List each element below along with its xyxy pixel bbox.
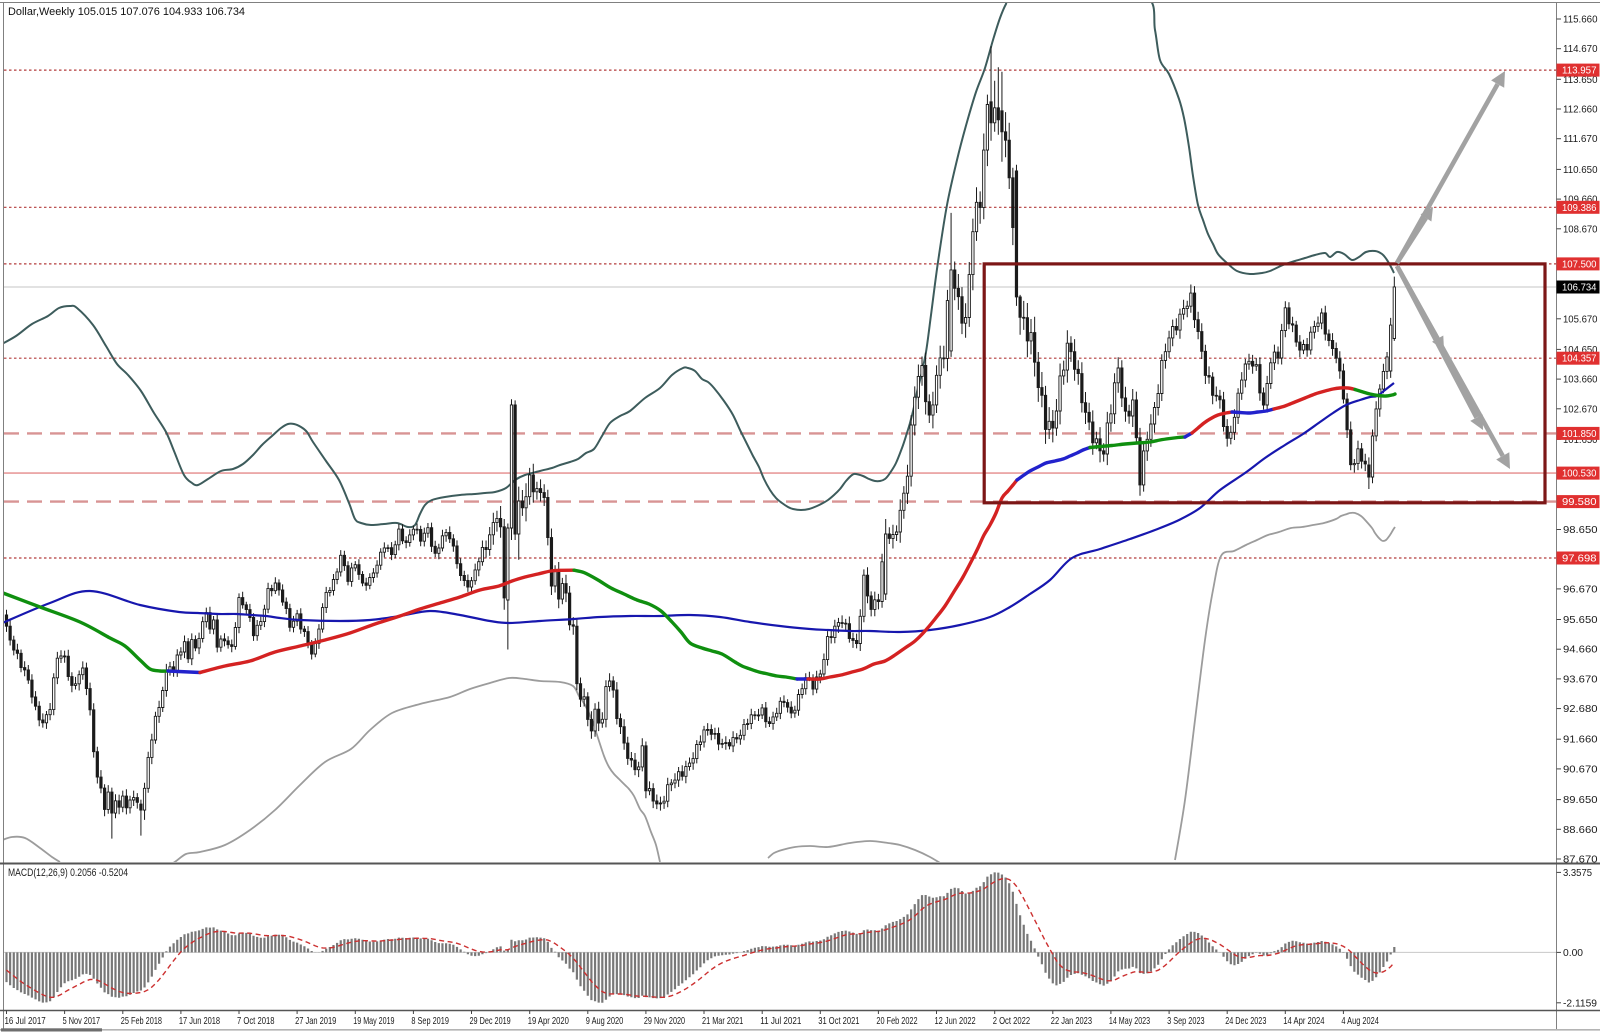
svg-text:27 Jan 2019: 27 Jan 2019 bbox=[295, 1015, 336, 1027]
svg-text:21 Mar 2021: 21 Mar 2021 bbox=[702, 1015, 743, 1027]
svg-text:-2.1159: -2.1159 bbox=[1563, 997, 1597, 1009]
svg-text:19 Apr 2020: 19 Apr 2020 bbox=[528, 1015, 569, 1027]
svg-text:102.670: 102.670 bbox=[1563, 403, 1598, 415]
svg-text:114.670: 114.670 bbox=[1563, 43, 1598, 55]
svg-text:8 Sep 2019: 8 Sep 2019 bbox=[411, 1015, 449, 1027]
svg-text:105.670: 105.670 bbox=[1563, 313, 1598, 325]
svg-text:12 Jun 2022: 12 Jun 2022 bbox=[935, 1015, 976, 1027]
svg-text:96.670: 96.670 bbox=[1563, 583, 1598, 595]
svg-text:29 Dec 2019: 29 Dec 2019 bbox=[470, 1015, 511, 1027]
svg-text:22 Jan 2023: 22 Jan 2023 bbox=[1051, 1015, 1092, 1027]
svg-text:94.660: 94.660 bbox=[1563, 644, 1598, 656]
svg-text:103.660: 103.660 bbox=[1563, 374, 1598, 386]
svg-text:87.670: 87.670 bbox=[1563, 854, 1598, 866]
svg-text:MACD(12,26,9) 0.2056 -0.5204: MACD(12,26,9) 0.2056 -0.5204 bbox=[8, 867, 128, 879]
svg-text:106.734: 106.734 bbox=[1562, 282, 1597, 294]
svg-text:100.530: 100.530 bbox=[1562, 468, 1597, 480]
svg-text:4 Aug 2024: 4 Aug 2024 bbox=[1341, 1015, 1379, 1027]
svg-text:17 Jun 2018: 17 Jun 2018 bbox=[179, 1015, 220, 1027]
svg-text:92.680: 92.680 bbox=[1563, 703, 1598, 715]
svg-text:9 Aug 2020: 9 Aug 2020 bbox=[586, 1015, 624, 1027]
svg-text:110.650: 110.650 bbox=[1563, 164, 1598, 176]
svg-text:24 Dec 2023: 24 Dec 2023 bbox=[1225, 1015, 1266, 1027]
svg-text:91.660: 91.660 bbox=[1563, 734, 1598, 746]
svg-text:2 Oct 2022: 2 Oct 2022 bbox=[993, 1015, 1031, 1027]
svg-text:104.357: 104.357 bbox=[1562, 353, 1597, 365]
svg-text:11 Jul 2021: 11 Jul 2021 bbox=[760, 1015, 801, 1027]
svg-text:7 Oct 2018: 7 Oct 2018 bbox=[237, 1015, 275, 1027]
svg-text:3.3575: 3.3575 bbox=[1563, 867, 1592, 879]
svg-text:20 Feb 2022: 20 Feb 2022 bbox=[876, 1015, 917, 1027]
svg-text:16 Jul 2017: 16 Jul 2017 bbox=[5, 1015, 46, 1027]
svg-text:19 May 2019: 19 May 2019 bbox=[353, 1015, 394, 1027]
svg-text:113.650: 113.650 bbox=[1563, 74, 1598, 86]
svg-text:5 Nov 2017: 5 Nov 2017 bbox=[63, 1015, 101, 1027]
svg-text:107.500: 107.500 bbox=[1562, 258, 1597, 270]
svg-text:98.650: 98.650 bbox=[1563, 524, 1598, 536]
svg-text:29 Nov 2020: 29 Nov 2020 bbox=[644, 1015, 685, 1027]
svg-text:25 Feb 2018: 25 Feb 2018 bbox=[121, 1015, 162, 1027]
svg-text:97.698: 97.698 bbox=[1562, 553, 1597, 565]
svg-text:90.670: 90.670 bbox=[1563, 763, 1598, 775]
svg-text:3 Sep 2023: 3 Sep 2023 bbox=[1167, 1015, 1205, 1027]
svg-text:95.650: 95.650 bbox=[1563, 614, 1598, 626]
svg-text:111.670: 111.670 bbox=[1563, 133, 1598, 145]
svg-text:93.670: 93.670 bbox=[1563, 673, 1598, 685]
svg-text:101.850: 101.850 bbox=[1562, 428, 1597, 440]
svg-text:Dollar,Weekly 105.015 107.076: Dollar,Weekly 105.015 107.076 104.933 10… bbox=[8, 6, 245, 18]
svg-text:0.00: 0.00 bbox=[1563, 947, 1583, 959]
svg-text:108.670: 108.670 bbox=[1563, 223, 1598, 235]
svg-text:14 Apr 2024: 14 Apr 2024 bbox=[1283, 1015, 1324, 1027]
svg-text:109.386: 109.386 bbox=[1562, 202, 1597, 214]
svg-text:115.660: 115.660 bbox=[1563, 14, 1598, 26]
svg-text:89.650: 89.650 bbox=[1563, 794, 1598, 806]
svg-text:31 Oct 2021: 31 Oct 2021 bbox=[818, 1015, 859, 1027]
svg-text:88.660: 88.660 bbox=[1563, 824, 1598, 836]
svg-text:14 May 2023: 14 May 2023 bbox=[1109, 1015, 1150, 1027]
svg-text:113.957: 113.957 bbox=[1562, 65, 1597, 77]
svg-text:112.660: 112.660 bbox=[1563, 104, 1598, 116]
svg-text:99.580: 99.580 bbox=[1562, 496, 1597, 508]
